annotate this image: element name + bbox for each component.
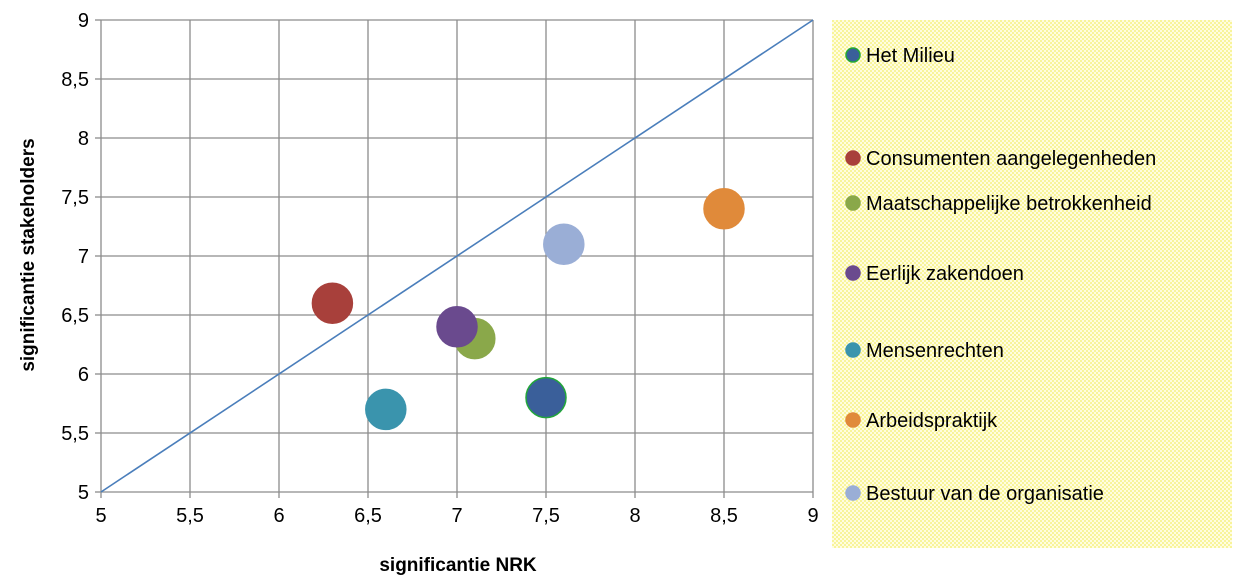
legend-label: Eerlijk zakendoen bbox=[866, 263, 1024, 285]
legend-box bbox=[832, 20, 1232, 548]
y-tick-label: 5,5 bbox=[61, 423, 89, 445]
y-tick-label: 8 bbox=[78, 128, 89, 150]
diagonal-reference-line bbox=[100, 19, 814, 493]
x-tick-label: 6,5 bbox=[354, 505, 382, 527]
reference-line-layer bbox=[100, 19, 814, 493]
x-tick-label: 5 bbox=[95, 505, 106, 527]
y-tick-label: 6,5 bbox=[61, 305, 89, 327]
legend-marker bbox=[845, 195, 861, 211]
y-tick-label: 6 bbox=[78, 364, 89, 386]
legend-label: Mensenrechten bbox=[866, 340, 1004, 362]
legend: Het Milieu Consumenten aangelegenheden Maa… bbox=[845, 45, 1156, 505]
y-tick-label: 9 bbox=[78, 10, 89, 32]
data-bubble bbox=[543, 223, 585, 265]
x-tick-label: 5,5 bbox=[176, 505, 204, 527]
legend-marker bbox=[845, 485, 861, 501]
data-bubble bbox=[703, 188, 745, 230]
x-tick-label: 8,5 bbox=[710, 505, 738, 527]
legend-marker bbox=[845, 342, 861, 358]
legend-label: Consumenten aangelegenheden bbox=[866, 148, 1156, 170]
data-bubble bbox=[436, 306, 478, 348]
data-bubble bbox=[525, 376, 567, 419]
y-tick-label: 8,5 bbox=[61, 69, 89, 91]
legend-label: Bestuur van de organisatie bbox=[866, 483, 1104, 505]
x-tick-label: 8 bbox=[629, 505, 640, 527]
y-tick-label: 7 bbox=[78, 246, 89, 268]
y-axis-title: significantie stakeholders bbox=[18, 138, 39, 371]
legend-marker bbox=[845, 150, 861, 166]
data-bubble bbox=[365, 388, 407, 431]
x-tick-label: 6 bbox=[273, 505, 284, 527]
x-tick-label: 7,5 bbox=[532, 505, 560, 527]
x-tick-label: 9 bbox=[807, 505, 818, 527]
tick-labels: 5 5,5 6 6,5 7 7,5 8 8,5 9 5 5,5 6 6,5 7 7,5 8 8,5 9 bbox=[61, 10, 818, 527]
data-bubble bbox=[311, 282, 354, 324]
x-axis-title: significantie NRK bbox=[379, 555, 537, 576]
legend-marker bbox=[845, 265, 861, 281]
y-tick-label: 7,5 bbox=[61, 187, 89, 209]
y-tick-label: 5 bbox=[78, 482, 89, 504]
legend-marker bbox=[845, 412, 861, 428]
legend-marker bbox=[845, 47, 861, 63]
bubble-layer bbox=[311, 188, 745, 431]
legend-label: Maatschappelijke betrokkenheid bbox=[866, 193, 1152, 215]
legend-label: Het Milieu bbox=[866, 45, 955, 67]
x-tick-label: 7 bbox=[451, 505, 462, 527]
legend-label: Arbeidspraktijk bbox=[866, 410, 998, 432]
